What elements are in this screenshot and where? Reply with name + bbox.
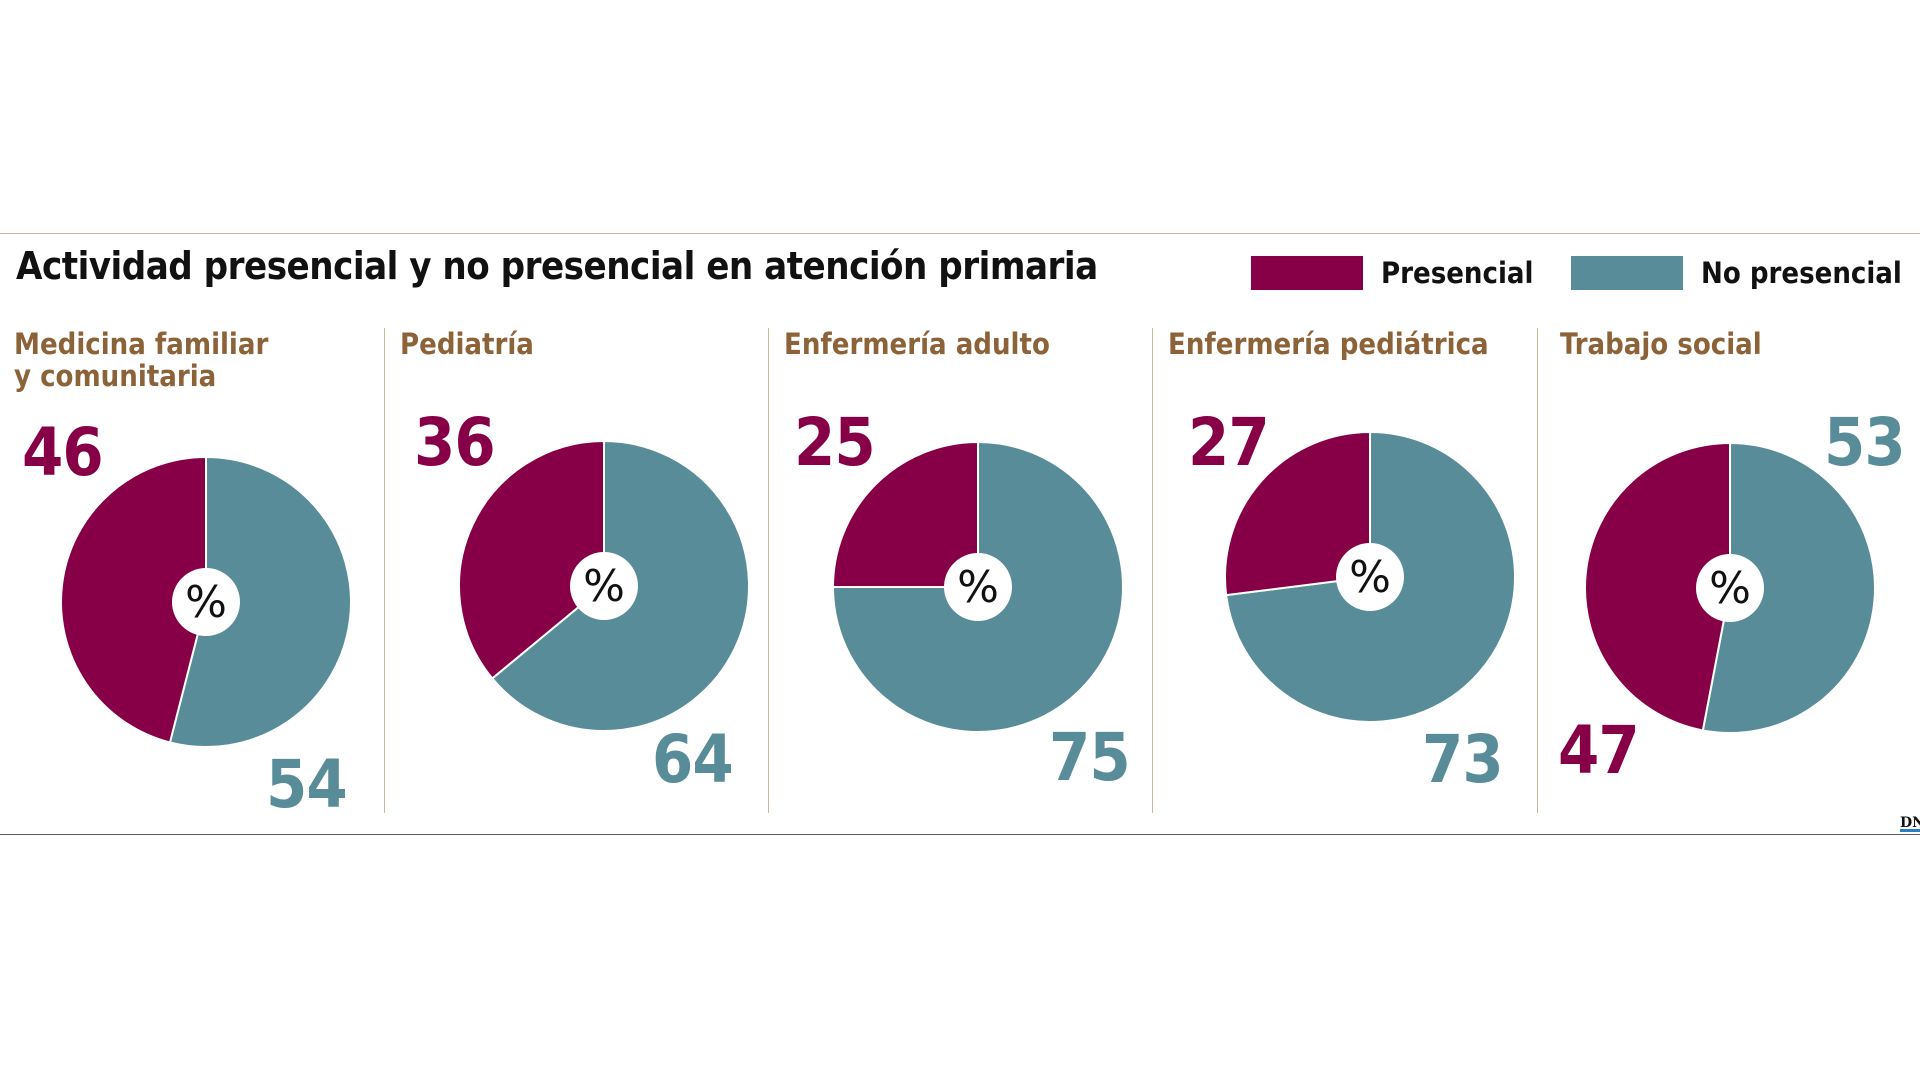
pie-center-unit: %: [583, 561, 625, 612]
legend-swatch-no-presencial: [1571, 256, 1683, 290]
pie-center-hole: [944, 553, 1012, 621]
pie-panel-4: Enfermería pediátrica% 27 73: [1168, 328, 1552, 813]
pie-slice-no-presencial: [1701, 441, 1876, 734]
pie-slice-presencial: [458, 439, 605, 680]
pie-chart: %: [1224, 430, 1516, 723]
pie-panel-1: Medicina familiar y comunitaria% 46 54: [14, 327, 398, 818]
value-label-presencial: 47: [1558, 712, 1640, 789]
value-label-presencial: 36: [414, 404, 496, 481]
panel-title: Pediatría: [400, 327, 534, 361]
panel-title: Medicina familiar y comunitaria: [14, 327, 269, 393]
panel-divider-2: [768, 328, 769, 813]
legend-swatch-presencial: [1251, 256, 1363, 290]
pie-chart: %: [831, 440, 1124, 733]
panel-divider-3: [1152, 328, 1153, 813]
pie-slice-presencial: [60, 455, 207, 744]
pie-center-unit: %: [957, 562, 999, 613]
publisher-logo-underline: [1900, 829, 1920, 832]
pie-chart: %: [60, 455, 352, 748]
pie-center-unit: %: [1709, 563, 1751, 614]
pie-center-hole: [172, 568, 240, 636]
panel-divider-1: [384, 328, 385, 813]
value-label-presencial: 46: [22, 414, 104, 491]
panel-title: Trabajo social: [1560, 327, 1762, 361]
legend-item-no-presencial: No presencial: [1571, 256, 1902, 290]
value-label-no-presencial: 75: [1049, 719, 1131, 796]
panel-title: Enfermería adulto: [784, 327, 1050, 361]
top-rule: [0, 233, 1920, 234]
legend-label-presencial: Presencial: [1381, 256, 1534, 290]
value-label-presencial: 25: [794, 404, 876, 481]
publisher-logo: DN: [1900, 815, 1920, 831]
panel-divider-4: [1537, 328, 1538, 813]
pie-chart: %: [1584, 441, 1876, 734]
pie-panel-2: Pediatría% 36 64: [400, 328, 784, 813]
pie-slice-presencial: [1584, 441, 1731, 732]
pie-center-unit: %: [1349, 552, 1391, 603]
pie-slice-presencial: [1224, 430, 1371, 597]
panel-title: Enfermería pediátrica: [1168, 327, 1489, 361]
pie-panel-3: Enfermería adulto% 25 75: [784, 328, 1168, 813]
legend-label-no-presencial: No presencial: [1701, 256, 1902, 290]
chart-title: Actividad presencial y no presencial en …: [16, 244, 1098, 288]
bottom-rule: [0, 834, 1920, 835]
value-label-no-presencial: 73: [1422, 721, 1504, 798]
value-label-no-presencial: 53: [1824, 404, 1906, 481]
pie-center-hole: [1696, 554, 1764, 622]
pie-center-hole: [1336, 543, 1404, 611]
legend-item-presencial: Presencial: [1251, 256, 1533, 290]
pie-center-unit: %: [185, 577, 227, 628]
pie-slice-presencial: [831, 440, 979, 588]
pie-slice-no-presencial: [168, 455, 352, 748]
value-label-presencial: 27: [1188, 404, 1270, 481]
pie-center-hole: [570, 552, 638, 620]
pie-chart: %: [458, 439, 750, 732]
value-label-no-presencial: 64: [652, 721, 734, 798]
value-label-no-presencial: 54: [266, 746, 348, 823]
pie-panel-5: Trabajo social% 47 53: [1558, 327, 1920, 813]
